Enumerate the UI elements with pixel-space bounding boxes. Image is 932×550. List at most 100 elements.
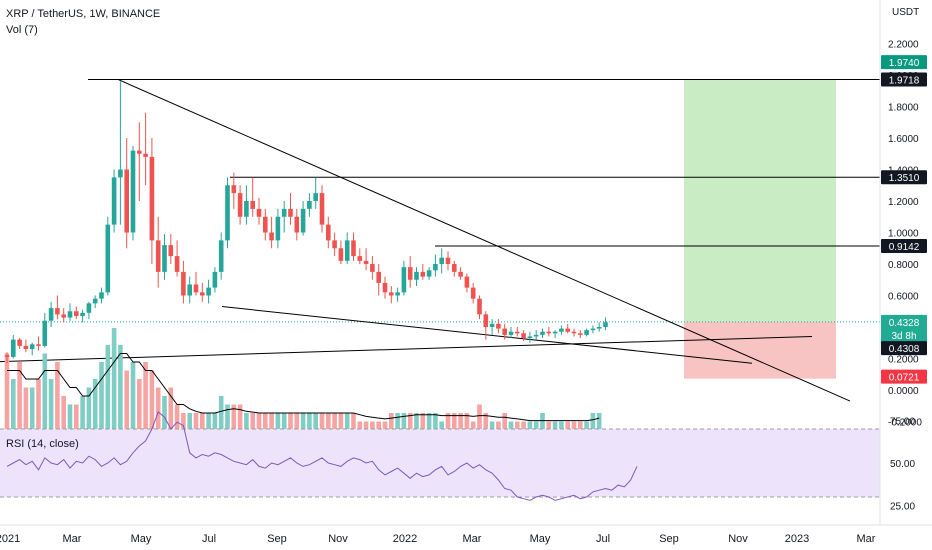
candle[interactable] xyxy=(533,330,539,340)
candle[interactable] xyxy=(319,185,325,233)
candle[interactable] xyxy=(596,322,602,332)
candle[interactable] xyxy=(231,172,237,209)
candle[interactable] xyxy=(559,325,564,335)
candle[interactable] xyxy=(244,185,249,225)
candle[interactable] xyxy=(29,342,35,356)
candle[interactable] xyxy=(395,287,400,302)
candle[interactable] xyxy=(540,328,545,339)
candle[interactable] xyxy=(55,295,60,320)
candle[interactable] xyxy=(370,256,375,280)
candle[interactable] xyxy=(99,287,104,304)
candle[interactable] xyxy=(200,282,205,302)
candle[interactable] xyxy=(294,208,300,241)
candle[interactable] xyxy=(470,282,476,304)
candle[interactable] xyxy=(92,295,98,309)
candle[interactable] xyxy=(162,234,167,280)
candle[interactable] xyxy=(36,336,41,351)
candle[interactable] xyxy=(515,327,520,337)
candle[interactable] xyxy=(508,327,514,339)
candle[interactable] xyxy=(584,328,589,337)
candle[interactable] xyxy=(143,112,148,186)
candle[interactable] xyxy=(275,208,281,249)
candle[interactable] xyxy=(61,308,66,323)
candle[interactable] xyxy=(502,323,507,340)
candle[interactable] xyxy=(357,248,363,264)
candle[interactable] xyxy=(86,301,92,320)
candle[interactable] xyxy=(578,330,583,339)
candle[interactable] xyxy=(263,208,268,241)
candle[interactable] xyxy=(426,267,432,280)
candle[interactable] xyxy=(281,201,287,233)
candle[interactable] xyxy=(174,240,180,277)
candle[interactable] xyxy=(382,276,388,299)
candle[interactable] xyxy=(326,216,331,249)
candle[interactable] xyxy=(4,352,10,364)
candle[interactable] xyxy=(256,197,262,225)
candle[interactable] xyxy=(193,271,199,296)
candle[interactable] xyxy=(565,323,570,334)
candle[interactable] xyxy=(187,276,192,304)
candle[interactable] xyxy=(445,251,451,271)
candle[interactable] xyxy=(111,169,117,233)
candle[interactable] xyxy=(67,303,73,321)
candle[interactable] xyxy=(477,295,482,320)
candle[interactable] xyxy=(363,248,369,271)
candle[interactable] xyxy=(351,232,356,261)
candle[interactable] xyxy=(74,306,79,320)
candle[interactable] xyxy=(376,264,381,296)
candle[interactable] xyxy=(48,301,54,327)
time-axis[interactable]: 2021 Mar May Jul Sep Nov 2022 Mar May Jul Sep Nov 20… xyxy=(0,524,932,545)
candle[interactable] xyxy=(250,177,255,217)
candle[interactable] xyxy=(269,216,274,249)
candle[interactable] xyxy=(118,81,123,225)
candle[interactable] xyxy=(168,234,174,264)
candle[interactable] xyxy=(288,193,293,225)
candle[interactable] xyxy=(546,327,552,337)
candle[interactable] xyxy=(332,232,337,257)
candle[interactable] xyxy=(458,267,463,280)
candle[interactable] xyxy=(489,319,495,335)
candle[interactable] xyxy=(521,330,526,342)
candle[interactable] xyxy=(401,260,407,296)
candle[interactable] xyxy=(307,193,312,217)
candle[interactable] xyxy=(483,311,489,340)
candle[interactable] xyxy=(300,201,306,236)
candle[interactable] xyxy=(155,216,161,288)
candle[interactable] xyxy=(181,260,186,304)
candle[interactable] xyxy=(420,264,426,280)
candle[interactable] xyxy=(313,177,318,209)
candle[interactable] xyxy=(42,312,48,348)
candle[interactable] xyxy=(452,260,457,277)
descending-support-line[interactable] xyxy=(221,306,753,364)
candle[interactable] xyxy=(149,138,155,264)
candle[interactable] xyxy=(225,177,230,249)
ascending-support-line[interactable] xyxy=(0,335,813,363)
candle[interactable] xyxy=(414,267,419,287)
candle[interactable] xyxy=(80,309,85,323)
candle[interactable] xyxy=(496,319,501,334)
candle[interactable] xyxy=(130,145,136,241)
candle[interactable] xyxy=(590,325,596,334)
candle[interactable] xyxy=(433,254,438,277)
candle[interactable] xyxy=(603,317,608,331)
candle[interactable] xyxy=(464,273,470,293)
candle[interactable] xyxy=(17,338,22,350)
candle[interactable] xyxy=(439,248,444,274)
candle[interactable] xyxy=(571,328,577,337)
candle[interactable] xyxy=(389,286,394,304)
candle[interactable] xyxy=(105,216,111,296)
candle[interactable] xyxy=(527,331,533,343)
candle[interactable] xyxy=(218,232,224,280)
candle[interactable] xyxy=(338,240,344,264)
candle[interactable] xyxy=(11,334,16,359)
candle[interactable] xyxy=(23,339,29,353)
candle[interactable] xyxy=(407,256,413,288)
candle[interactable] xyxy=(237,185,243,225)
candle[interactable] xyxy=(137,122,142,201)
candle[interactable] xyxy=(344,232,350,265)
candle[interactable] xyxy=(206,279,211,304)
candle[interactable] xyxy=(212,267,218,293)
descending-resistance-line[interactable] xyxy=(117,78,851,402)
candle[interactable] xyxy=(124,138,129,249)
